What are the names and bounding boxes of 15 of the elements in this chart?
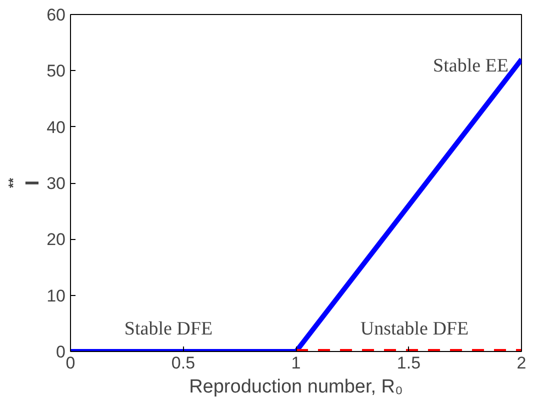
y-tick-label: 40 [46,118,66,137]
annotation: Stable DFE [124,318,213,340]
y-axis-title: I** [6,177,44,188]
x-tick-label: 1.5 [396,354,421,372]
annotation: Unstable DFE [360,318,469,340]
y-tick-label: 10 [46,286,66,306]
y-tick-label: 60 [46,6,66,24]
x-tick-label: 0.5 [171,354,196,372]
y-tick-label: 50 [46,62,66,81]
annotation: Stable EE [433,56,508,76]
y-tick-label: 20 [46,230,66,250]
y-tick-label: 30 [46,174,66,193]
x-tick-label: 2 [516,354,526,372]
x-axis-title: Reproduction number, R₀ [189,376,403,398]
x-tick-label: 1 [291,354,301,372]
